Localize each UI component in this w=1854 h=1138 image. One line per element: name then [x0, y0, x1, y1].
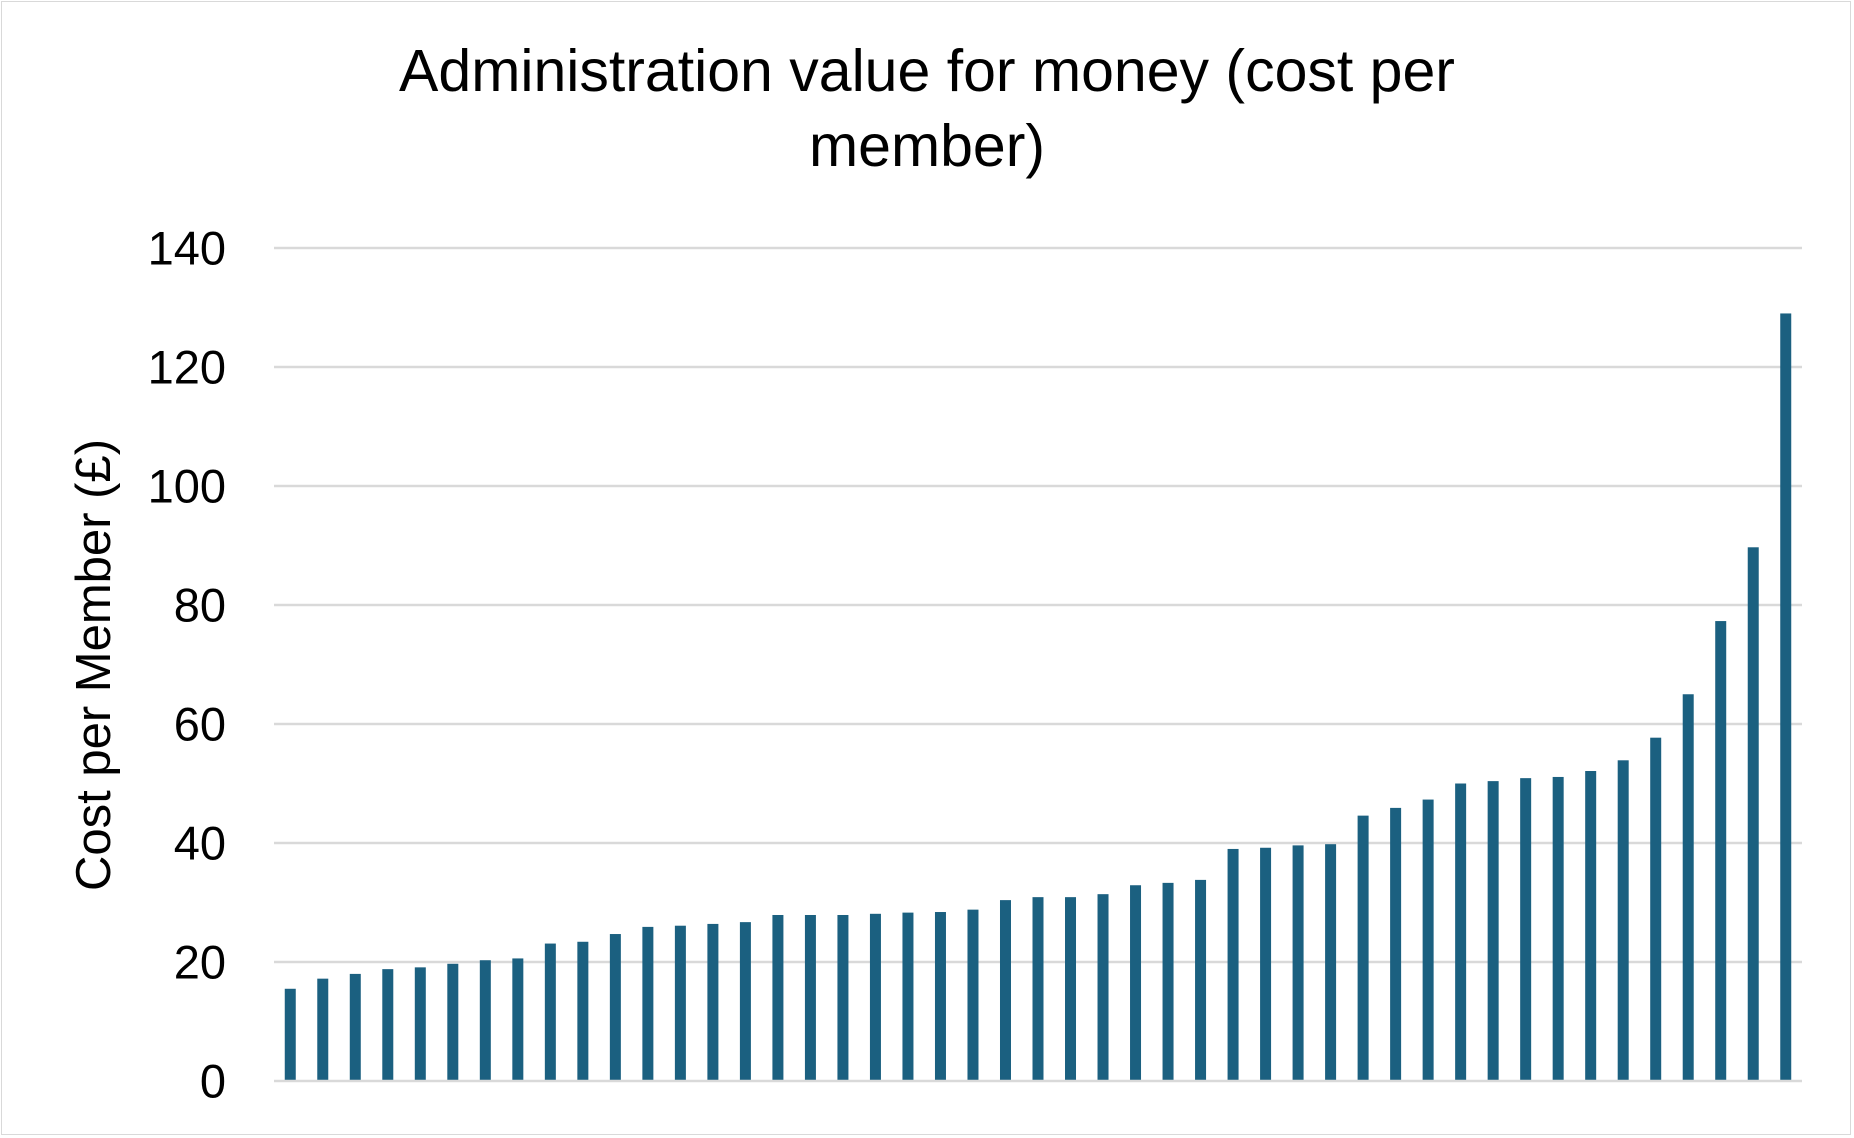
bar	[1097, 894, 1109, 1081]
bar	[1422, 799, 1434, 1081]
bar	[577, 941, 589, 1081]
bar	[1130, 885, 1142, 1081]
gridlines	[274, 246, 1802, 964]
bar	[837, 914, 849, 1081]
bar	[1780, 313, 1792, 1081]
bar	[1650, 737, 1662, 1081]
bar	[349, 973, 361, 1081]
bar	[1195, 879, 1207, 1081]
y-tick-label: 120	[148, 341, 226, 394]
bar	[1552, 776, 1564, 1081]
bar	[1260, 847, 1272, 1081]
bars	[284, 313, 1792, 1081]
bar	[447, 963, 459, 1081]
bar	[772, 914, 784, 1081]
bar	[479, 960, 491, 1081]
bar	[804, 914, 816, 1081]
bar	[707, 923, 719, 1081]
bar	[674, 925, 686, 1081]
bar	[382, 969, 394, 1081]
bar	[1162, 882, 1174, 1081]
bar	[1325, 844, 1337, 1081]
bar	[1520, 778, 1532, 1081]
bar	[544, 943, 556, 1081]
bar	[512, 958, 524, 1081]
bar	[1455, 783, 1467, 1081]
bar	[414, 967, 426, 1081]
y-tick-label: 100	[148, 460, 226, 513]
bar	[609, 934, 621, 1081]
bar	[1747, 547, 1759, 1081]
bar	[739, 922, 751, 1081]
bar	[1715, 621, 1727, 1081]
bar	[869, 913, 881, 1081]
bar	[1227, 848, 1239, 1081]
bar	[642, 926, 654, 1081]
bar	[1585, 771, 1597, 1081]
bar	[1390, 807, 1402, 1081]
bar	[1617, 760, 1629, 1081]
y-tick-label: 140	[148, 222, 226, 275]
bar	[1065, 897, 1077, 1081]
y-tick-label: 60	[174, 698, 226, 751]
bar	[902, 912, 914, 1081]
bar	[1487, 781, 1499, 1081]
y-tick-label: 80	[174, 579, 226, 632]
y-axis-ticks: 0 20 40 60 80 100 120 140	[148, 222, 226, 1108]
y-axis-title: Cost per Member (£)	[67, 439, 121, 891]
bar	[967, 909, 979, 1081]
bar	[999, 900, 1011, 1081]
y-tick-label: 20	[174, 936, 226, 989]
bar	[1357, 815, 1369, 1081]
bar	[317, 978, 329, 1081]
bar	[934, 912, 946, 1081]
bar	[1682, 694, 1694, 1081]
y-tick-label: 40	[174, 817, 226, 870]
chart-title: Administration value for money (cost per…	[399, 38, 1455, 179]
bar	[284, 988, 296, 1081]
bar	[1032, 897, 1044, 1081]
bar	[1292, 845, 1304, 1081]
y-tick-label: 0	[200, 1055, 226, 1108]
